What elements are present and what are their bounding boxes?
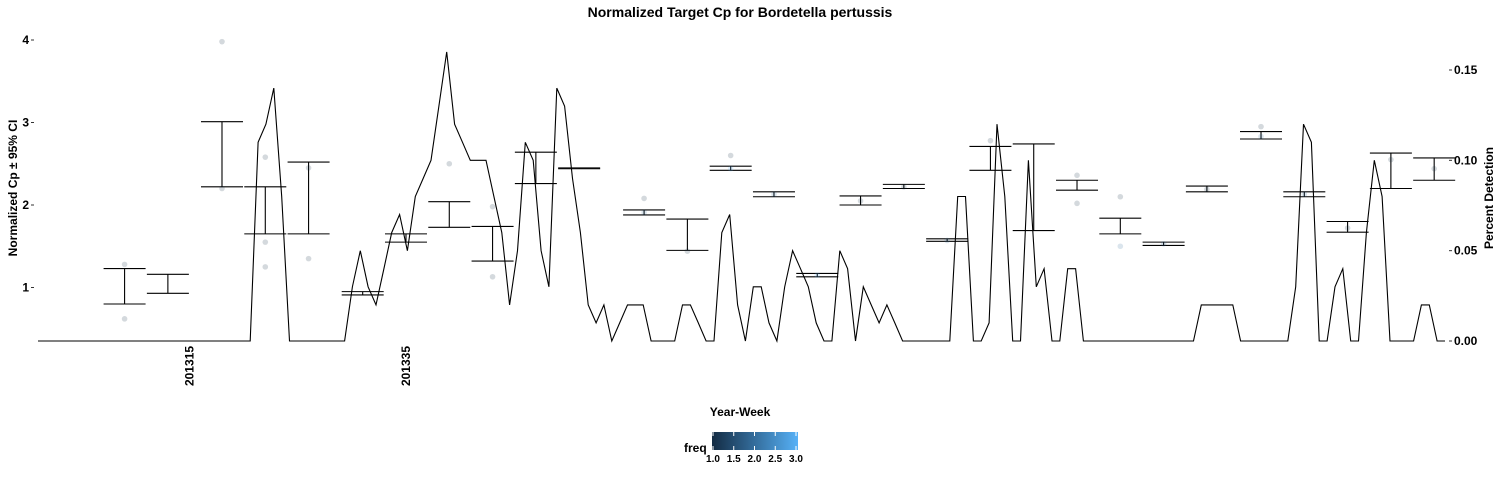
y-left-title: Normalized Cp ± 95% CI (6, 120, 20, 257)
error-bar (1012, 143, 1055, 232)
y-right-tick-label: 0.15 (1454, 63, 1478, 77)
y-right-tick-label: 0.10 (1454, 153, 1478, 167)
data-point (446, 160, 453, 167)
y-left-tick-label: 4 (22, 33, 29, 47)
y-left-tick-label: 1 (22, 281, 29, 295)
error-bar (796, 272, 839, 278)
points (121, 38, 1437, 322)
y-left-tick-label: 2 (22, 198, 29, 212)
data-point (1074, 200, 1080, 207)
data-point (121, 261, 128, 268)
legend-ticks: 1.0 1.5 2.0 2.5 3.0 (706, 432, 803, 465)
error-bar (200, 121, 243, 188)
x-axis: 201315 201335 (183, 346, 413, 386)
chart-title: Normalized Target Cp for Bordetella pert… (588, 4, 893, 20)
error-bar (969, 145, 1012, 171)
error-bar (1240, 131, 1283, 140)
legend-tick-label: 3.0 (789, 454, 803, 465)
y-right-tick-label: 0.05 (1454, 244, 1478, 258)
error-bar (666, 218, 709, 251)
error-bar (1142, 241, 1185, 246)
error-bar (471, 225, 514, 262)
left-axis: 1 2 3 4 (22, 33, 34, 295)
data-point (1204, 186, 1210, 193)
x-title: Year-Week (710, 405, 771, 419)
data-point (1301, 191, 1308, 198)
data-point (262, 154, 269, 160)
data-point (1074, 172, 1080, 179)
error-bar (926, 238, 969, 242)
data-point (1117, 193, 1124, 200)
error-bars (103, 121, 1456, 305)
x-tick-label: 201315 (183, 346, 197, 386)
data-point (1117, 243, 1124, 250)
y-right-tick-label: 0.00 (1454, 334, 1478, 348)
legend-colorbar (712, 432, 798, 450)
error-bar (1326, 220, 1369, 233)
legend-title: freq (684, 441, 707, 455)
data-point (1344, 225, 1351, 231)
legend-tick-label: 1.5 (727, 454, 741, 465)
data-point (727, 152, 734, 159)
error-bar (882, 183, 925, 190)
data-point (771, 191, 777, 198)
y-left-tick-label: 3 (22, 116, 29, 130)
data-point (305, 165, 312, 171)
error-bar (1413, 157, 1456, 181)
data-point (641, 195, 647, 202)
data-point (641, 209, 647, 216)
data-point (1388, 156, 1394, 163)
data-point (1160, 240, 1167, 247)
data-point (857, 198, 864, 204)
error-bar (1369, 152, 1412, 190)
y-right-title: Percent Detection (1482, 147, 1496, 249)
legend-tick-label: 2.0 (748, 454, 762, 465)
data-point (262, 264, 269, 270)
error-bar (752, 191, 795, 198)
data-point (1258, 133, 1264, 140)
error-bar (1056, 179, 1099, 191)
error-bar (287, 161, 330, 235)
data-point (489, 273, 496, 280)
data-point (1431, 165, 1437, 172)
error-bar (428, 201, 471, 228)
error-bar (244, 186, 287, 235)
data-point (727, 165, 734, 172)
error-bar (514, 151, 557, 185)
detection-line-group (38, 51, 1445, 343)
legend: freq 1.0 1.5 2.0 2.5 3.0 (684, 432, 803, 465)
error-bar (623, 209, 666, 216)
data-point (489, 203, 496, 210)
error-bar (1185, 185, 1228, 193)
data-point (684, 248, 691, 254)
error-bar (103, 267, 146, 305)
legend-tick-label: 2.5 (768, 454, 782, 465)
error-bar (1099, 217, 1142, 235)
data-point (219, 38, 225, 45)
error-bar (839, 195, 882, 206)
detection-line (38, 51, 1445, 343)
data-point (121, 316, 128, 322)
right-axis: 0.00 0.05 0.10 0.15 (1449, 63, 1478, 348)
data-point (1258, 123, 1264, 130)
error-bar (558, 167, 601, 170)
data-point (987, 137, 994, 144)
x-tick-label: 201335 (399, 346, 413, 386)
data-point (262, 239, 269, 245)
error-bar (1283, 191, 1326, 198)
error-bar (709, 165, 752, 171)
data-point (901, 184, 907, 190)
data-point (814, 272, 821, 278)
data-point (944, 237, 950, 244)
data-point (219, 185, 225, 192)
data-point (305, 255, 312, 262)
legend-tick-label: 1.0 (706, 454, 720, 465)
error-bar (341, 291, 384, 296)
error-bar (146, 273, 189, 294)
